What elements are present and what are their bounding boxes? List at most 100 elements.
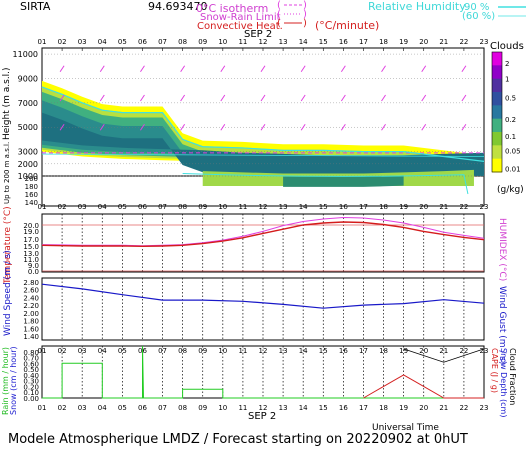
x-tick-label: 10: [218, 347, 227, 355]
legend-rh-90: 90 %: [464, 2, 489, 13]
x-tick-label: 08: [178, 347, 187, 355]
temperature-line: [41, 221, 485, 248]
x-tick-label: 18: [379, 203, 388, 211]
x-tick-label: 21: [439, 404, 448, 412]
wind-barb: [381, 65, 386, 73]
wind-barb: [340, 65, 346, 73]
x-tick-label: 21: [439, 38, 448, 46]
wind-barb: [340, 94, 346, 102]
x-tick-labels: 01 02 03 04 05 06 07 08 09 10 11 12 13 14 15 16 17 18 19 20…: [38, 38, 489, 412]
x-tick-label: 06: [138, 404, 147, 412]
cloud-band-0.5: [42, 112, 484, 176]
x-tick-label: 14: [299, 38, 308, 46]
wind-barb: [421, 65, 427, 73]
wind-barb: [220, 94, 226, 102]
rh-contour-60: [41, 153, 485, 157]
x-tick-label: 10: [218, 38, 227, 46]
colorbar-label: 2: [505, 60, 509, 68]
wind-y-tick: 2.80: [23, 279, 39, 287]
x-tick-label: 19: [399, 38, 408, 46]
x-tick-label: 17: [359, 38, 368, 46]
colorbar-label: 0.05: [505, 147, 521, 155]
cloud-low-y-tick: 200: [25, 175, 38, 183]
x-tick-label: 08: [178, 404, 187, 412]
wind-barb: [220, 123, 226, 131]
rain-line: [42, 345, 484, 399]
wind-barb: [461, 65, 467, 73]
cloud-y-tick: 3000: [18, 148, 38, 157]
temp-y-tick: 11.0: [23, 256, 39, 264]
legend-marks: () () (): [277, 0, 526, 29]
x-tick-label: 20: [419, 404, 428, 412]
colorbar-label: 1: [505, 75, 509, 83]
x-tick-label: 21: [439, 347, 448, 355]
temp-y-tick: 9.0: [28, 262, 39, 270]
wind-barb: [180, 123, 186, 131]
prec-y-tick: 0.00: [23, 395, 39, 403]
cloud-colorbar: 2 1 0.5 0.2 0.1 0.05 0.01: [491, 51, 521, 173]
wind-barb: [59, 94, 65, 102]
colorbar-swatch: [492, 158, 502, 173]
colorbar-swatch: [492, 92, 502, 106]
rh-contour-low: [182, 173, 469, 195]
x-tick-label: 16: [339, 38, 348, 46]
cloud-low-y-tick: 140: [25, 199, 38, 207]
wind-y-tick: 1.80: [23, 318, 39, 326]
wind-barb: [381, 123, 386, 131]
wind-y-tick: 2.40: [23, 294, 39, 302]
wind-panel: 2.802.602.402.202.001.801.601.40: [23, 277, 485, 341]
wind-y-tick: 2.60: [23, 287, 39, 295]
legend-rh-60: (60 %): [462, 11, 495, 22]
x-tick-label: 13: [279, 38, 288, 46]
x-tick-label: 12: [259, 404, 268, 412]
temp-y-tick: 13.0: [23, 250, 39, 258]
colorbar-label: 0.01: [505, 165, 521, 173]
x-tick-label: 12: [259, 347, 268, 355]
x-tick-label: 20: [419, 203, 428, 211]
x-tick-label: 23: [480, 203, 489, 211]
snow-ylabel: Snow (cm / hour): [9, 346, 18, 415]
wind-barb: [99, 94, 105, 102]
colorbar-swatch: [492, 105, 502, 120]
temp-y-tick: 15.0: [23, 243, 39, 251]
temp-y-tick: 20.0: [23, 222, 39, 230]
x-tick-label: 09: [198, 404, 207, 412]
legend-rh: Relative Humidity: [368, 0, 466, 13]
x-tick-label: 21: [439, 203, 448, 211]
prec-y-tick: 0.60: [23, 360, 39, 368]
wind-barb: [300, 65, 306, 73]
x-tick-label: 15: [319, 38, 328, 46]
x-tick-label: 09: [198, 347, 207, 355]
wind-barb: [381, 94, 386, 102]
prec-y-tick: 0.50: [23, 366, 39, 374]
prec-y-tick: 0.20: [23, 383, 39, 391]
wind-barb: [421, 123, 427, 131]
x-tick-label: 19: [399, 203, 408, 211]
x-tick-label: 23: [480, 347, 489, 355]
colorbar-swatch: [492, 78, 502, 93]
x-tick-label: 04: [98, 203, 107, 211]
x-tick-label: 22: [459, 404, 468, 412]
x-tick-label: 06: [138, 203, 147, 211]
legend-convective-unit: (°C/minute): [315, 19, 379, 32]
cloud-low-y-tick: 160: [25, 191, 38, 199]
legend-isotherm: 0°C isotherm: [196, 2, 268, 15]
legend-bracket: ): [303, 0, 307, 11]
wind-ylabel: Wind Speed (m / s): [3, 250, 13, 336]
cape-line: [363, 374, 484, 399]
cloud-fraction-line: [403, 348, 485, 363]
wind-speed-line: [41, 283, 485, 309]
colorbar-swatch: [492, 65, 502, 80]
x-tick-label: 04: [98, 38, 107, 46]
wind-barb: [260, 65, 266, 73]
wind-y-tick: 1.40: [23, 333, 39, 341]
x-tick-label: 13: [279, 404, 288, 412]
x-tick-label: 17: [359, 203, 368, 211]
x-tick-label: 02: [58, 38, 67, 46]
x-tick-label: 22: [459, 38, 468, 46]
temp-y-tick: 19.0: [23, 228, 39, 236]
wind-barb: [461, 123, 467, 131]
cloud-y-tick: 7000: [18, 99, 38, 108]
x-tick-label: 15: [319, 203, 328, 211]
x-tick-label: 03: [78, 203, 87, 211]
